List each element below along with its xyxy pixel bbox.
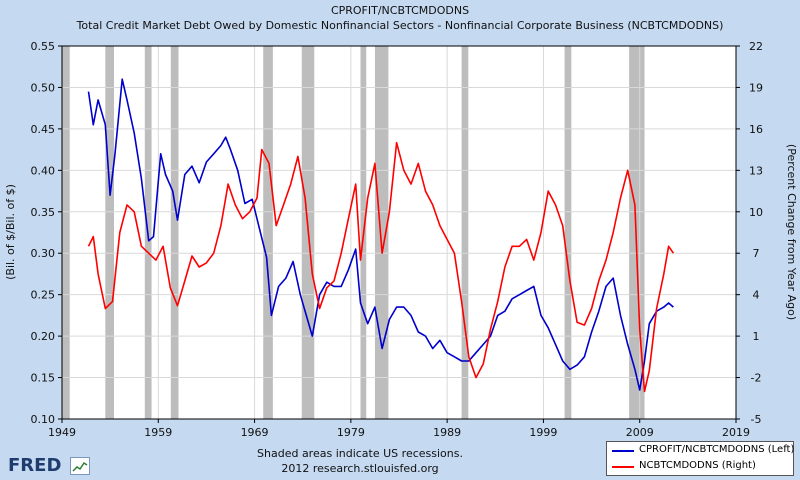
- y-tick-label-left: 0.20: [31, 330, 56, 343]
- y-axis-label-left: (Bil. of $/Bil. of $): [4, 184, 17, 280]
- recession-band: [170, 46, 179, 419]
- x-tick-label: 1959: [144, 426, 172, 439]
- legend-swatch-blue: [612, 450, 634, 452]
- series-lines: [87, 78, 675, 393]
- chart-title: CPROFIT/NCBTCMDODNS: [330, 4, 470, 17]
- recession-band: [564, 46, 572, 419]
- y-tick-label-right: -5: [751, 413, 762, 426]
- series-line-ratio: [87, 78, 674, 391]
- y-tick-label-left: 0.45: [31, 123, 56, 136]
- legend-item-ratio: CPROFIT/NCBTCMDODNS (Left): [607, 444, 795, 458]
- y-tick-label-right: 19: [749, 81, 763, 94]
- chart-subtitle: Total Credit Market Debt Owed by Domesti…: [76, 19, 724, 32]
- recession-note: Shaded areas indicate US recessions.: [257, 447, 463, 460]
- plot-frame: [61, 45, 737, 420]
- x-tick-label: 1989: [433, 426, 461, 439]
- y-tick-label-right: 22: [749, 40, 763, 53]
- y-tick-label-right: 10: [749, 206, 763, 219]
- recession-band: [263, 46, 273, 419]
- y-tick-label-right: 16: [749, 123, 763, 136]
- x-tick-label: 1979: [337, 426, 365, 439]
- y-tick-label-left: 0.15: [31, 372, 56, 385]
- legend-item-debt: NCBTCMDODNS (Right): [607, 460, 793, 474]
- y-tick-label-right: 7: [753, 247, 760, 260]
- y-tick-label-right: 1: [753, 330, 760, 343]
- fred-logo: FRED: [8, 455, 62, 476]
- y-tick-label-left: 0.55: [31, 40, 56, 53]
- series-line-debt-growth: [87, 141, 675, 393]
- y-tick-label-left: 0.25: [31, 289, 56, 302]
- x-tick-label: 1949: [48, 426, 76, 439]
- recession-band: [461, 46, 469, 419]
- legend: CPROFIT/NCBTCMDODNS (Left) NCBTCMDODNS (…: [606, 441, 794, 476]
- recession-band: [629, 46, 645, 419]
- y-axis-label-right: (Percent Change from Year Ago): [785, 144, 798, 320]
- recession-band: [62, 46, 70, 419]
- legend-swatch-red: [612, 466, 634, 468]
- tick-labels: 1949 1959 1969 1979 1989 1999 2009 2019 0.10 0.15…: [31, 40, 764, 439]
- y-tick-label-right: 4: [753, 289, 760, 302]
- x-tick-label: 2009: [626, 426, 654, 439]
- x-tick-label: 1999: [529, 426, 557, 439]
- line-chart: 1949 1959 1969 1979 1989 1999 2009 2019 0.10 0.15…: [4, 40, 798, 439]
- fred-chart-icon: [70, 457, 90, 475]
- y-tick-label-right: -2: [751, 372, 762, 385]
- y-tick-label-right: 13: [749, 164, 763, 177]
- legend-label: CPROFIT/NCBTCMDODNS (Left): [639, 444, 795, 455]
- y-tick-label-left: 0.35: [31, 206, 56, 219]
- x-tick-label: 2019: [722, 426, 750, 439]
- y-tick-label-left: 0.30: [31, 247, 56, 260]
- legend-label: NCBTCMDODNS (Right): [639, 460, 756, 471]
- y-tick-label-left: 0.10: [31, 413, 56, 426]
- source-credit: 2012 research.stlouisfed.org: [281, 462, 439, 475]
- y-tick-label-left: 0.50: [31, 81, 56, 94]
- x-tick-label: 1969: [241, 426, 269, 439]
- recession-band: [105, 46, 114, 419]
- y-tick-label-left: 0.40: [31, 164, 56, 177]
